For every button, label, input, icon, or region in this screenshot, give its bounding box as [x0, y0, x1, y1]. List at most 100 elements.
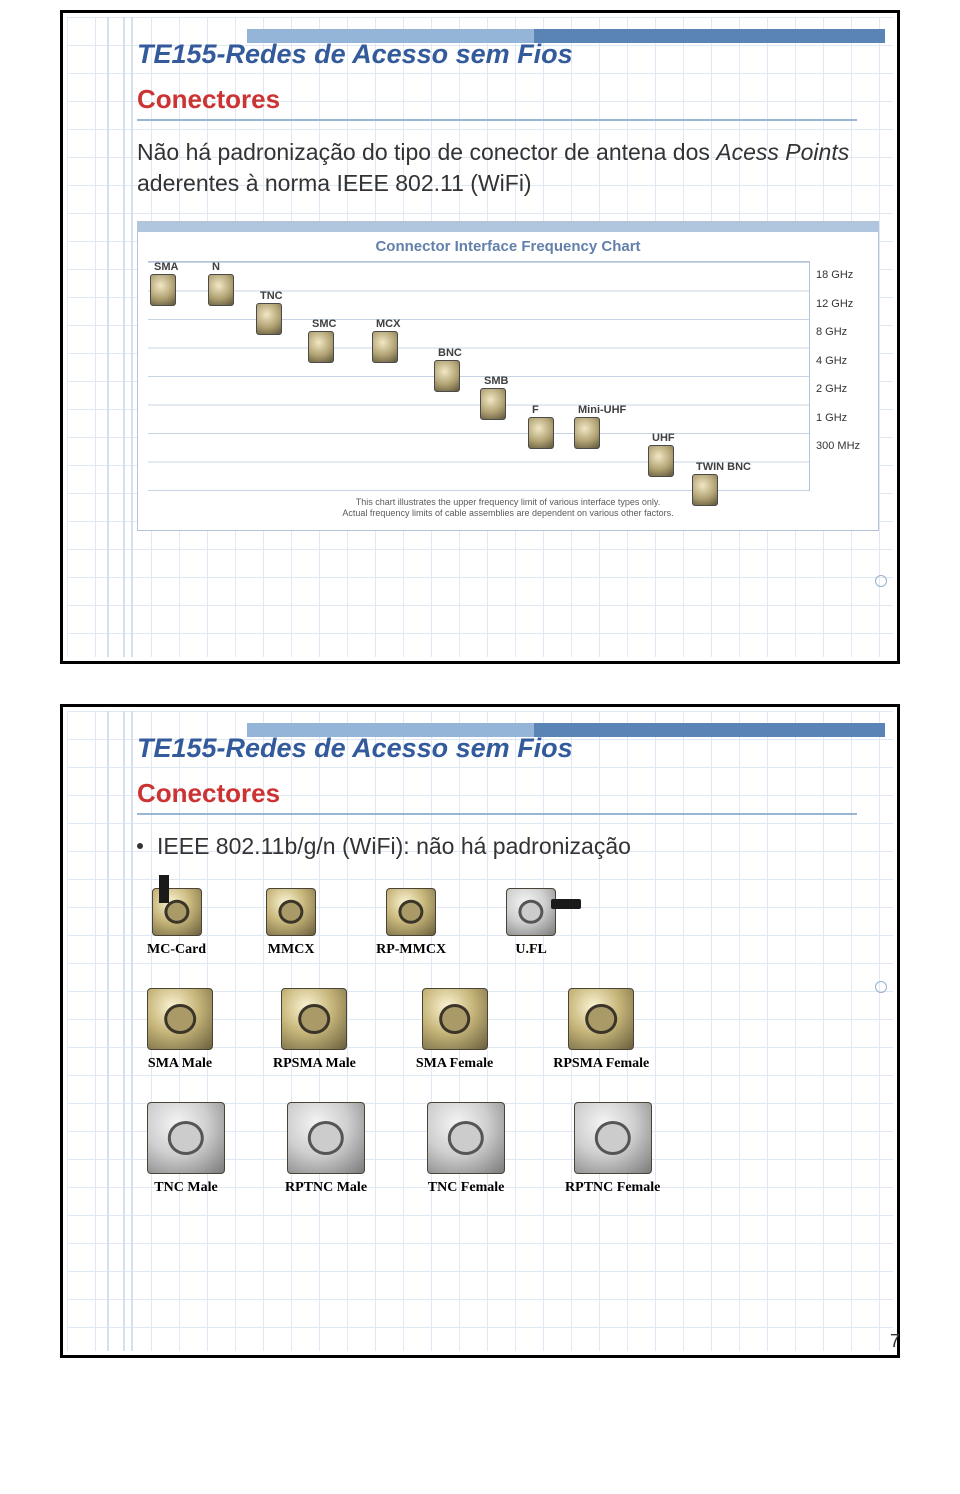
connector-cell: RPSMA Male	[273, 988, 356, 1072]
connector-label: SMA Female	[416, 1056, 493, 1072]
header-bar-dark	[534, 723, 885, 737]
guide-line	[123, 17, 125, 657]
connector-label: TNC Female	[427, 1180, 505, 1196]
connector-icon	[422, 988, 488, 1050]
connector-label: BNC	[438, 347, 462, 359]
connector-label: MC-Card	[147, 942, 206, 958]
connector-ring-icon	[399, 900, 424, 924]
slide-2-title: TE155-Redes de Acesso sem Fios	[137, 733, 871, 764]
y-tick-label: 12 GHz	[816, 298, 853, 310]
connector-icon	[648, 445, 674, 477]
header-bar-dark	[534, 29, 885, 43]
guide-line	[107, 17, 109, 657]
connector-cell: SMA Male	[147, 988, 213, 1072]
slide-2-bullet: IEEE 802.11b/g/n (WiFi): não há padroniz…	[137, 833, 871, 860]
chart-caption: This chart illustrates the upper frequen…	[148, 497, 868, 520]
slide-2-frame: TE155-Redes de Acesso sem Fios Conectore…	[60, 704, 900, 1358]
connector-label: RPTNC Male	[285, 1180, 367, 1196]
caption-line-1: This chart illustrates the upper frequen…	[356, 497, 660, 507]
body-italic: Acess Points	[716, 139, 849, 165]
connector-icon	[386, 888, 436, 936]
body-prefix: Não há padronização do tipo de conector …	[137, 139, 716, 165]
connector-row: TNC Male RPTNC Male TNC Female RPTNC Female	[147, 1102, 871, 1196]
connector-cell: TNC Female	[427, 1102, 505, 1196]
connector-label: SMA Male	[147, 1056, 213, 1072]
connector-icon	[208, 274, 234, 306]
connector-icon	[528, 417, 554, 449]
connector-row: MC-Card MMCX RP-MMCX U.FL	[147, 888, 871, 958]
guide-line	[107, 711, 109, 1351]
slide-1-body: Não há padronização do tipo de conector …	[137, 137, 871, 199]
frequency-chart: Connector Interface Frequency Chart SMA N…	[137, 221, 879, 531]
slide-2: TE155-Redes de Acesso sem Fios Conectore…	[67, 711, 893, 1351]
connector-label: F	[532, 404, 539, 416]
chart-title: Connector Interface Frequency Chart	[148, 238, 868, 255]
connector-ring-icon	[519, 900, 544, 924]
connector-cell: SMA Female	[416, 988, 493, 1072]
y-tick-label: 8 GHz	[816, 326, 847, 338]
chart-plot-area: SMANTNCSMCMCXBNCSMBFMini-UHFUHFTWIN BNC	[148, 261, 810, 491]
connector-label: TNC Male	[147, 1180, 225, 1196]
connector-icon	[147, 988, 213, 1050]
connector-icon	[506, 888, 556, 936]
connector-label: RPSMA Female	[553, 1056, 649, 1072]
connector-icon	[281, 988, 347, 1050]
page-number: 7	[890, 1331, 900, 1352]
corner-ornament-icon	[875, 575, 887, 587]
connector-icon	[308, 331, 334, 363]
header-bar	[247, 723, 885, 737]
slide-1-frame: TE155-Redes de Acesso sem Fios Conectore…	[60, 10, 900, 664]
connector-label: RP-MMCX	[376, 942, 446, 958]
connector-icon	[480, 388, 506, 420]
connector-label: MCX	[376, 318, 400, 330]
connector-label: N	[212, 261, 220, 273]
connector-ring-icon	[308, 1121, 344, 1155]
page: TE155-Redes de Acesso sem Fios Conectore…	[0, 10, 960, 1358]
y-tick-label: 4 GHz	[816, 355, 847, 367]
connector-label: RPSMA Male	[273, 1056, 356, 1072]
bullet-icon	[137, 843, 143, 849]
connector-cell: U.FL	[506, 888, 556, 958]
connector-row: SMA Male RPSMA Male SMA Female RPSMA Female	[147, 988, 871, 1072]
connector-label: Mini-UHF	[578, 404, 626, 416]
y-tick-label: 2 GHz	[816, 383, 847, 395]
connector-label: SMC	[312, 318, 336, 330]
chart-y-axis: 18 GHz12 GHz8 GHz4 GHz2 GHz1 GHz300 MHz	[810, 261, 868, 491]
connector-label: MMCX	[266, 942, 316, 958]
connector-icon	[150, 274, 176, 306]
connector-cell: MMCX	[266, 888, 316, 958]
connector-cell: RPTNC Female	[565, 1102, 660, 1196]
connector-icon	[266, 888, 316, 936]
connector-ring-icon	[164, 900, 189, 924]
slide-1-title: TE155-Redes de Acesso sem Fios	[137, 39, 871, 70]
connector-icon	[256, 303, 282, 335]
corner-ornament-icon	[875, 981, 887, 993]
connector-ring-icon	[168, 1121, 204, 1155]
connector-label: SMA	[154, 261, 178, 273]
slide-1: TE155-Redes de Acesso sem Fios Conectore…	[67, 17, 893, 657]
connector-cell: RPSMA Female	[553, 988, 649, 1072]
y-tick-label: 300 MHz	[816, 440, 860, 452]
guide-line	[131, 17, 133, 657]
connector-icon	[574, 417, 600, 449]
connector-cell: RPTNC Male	[285, 1102, 367, 1196]
connector-icon	[427, 1102, 505, 1174]
connector-ring-icon	[439, 1004, 471, 1034]
connector-icon	[152, 888, 202, 936]
connector-cell: MC-Card	[147, 888, 206, 958]
body-suffix: aderentes à norma IEEE 802.11 (WiFi)	[137, 170, 532, 196]
connector-icon	[147, 1102, 225, 1174]
chart-top-bar	[138, 222, 878, 232]
connector-icon	[434, 360, 460, 392]
slide-2-subtitle: Conectores	[137, 778, 871, 815]
connector-cell: TNC Male	[147, 1102, 225, 1196]
connector-ring-icon	[585, 1004, 617, 1034]
connector-icon	[568, 988, 634, 1050]
connector-label: U.FL	[506, 942, 556, 958]
connector-ring-icon	[594, 1121, 630, 1155]
connector-icon	[372, 331, 398, 363]
connector-ring-icon	[299, 1004, 331, 1034]
connector-label: SMB	[484, 375, 508, 387]
header-bar	[247, 29, 885, 43]
connector-ring-icon	[279, 900, 304, 924]
